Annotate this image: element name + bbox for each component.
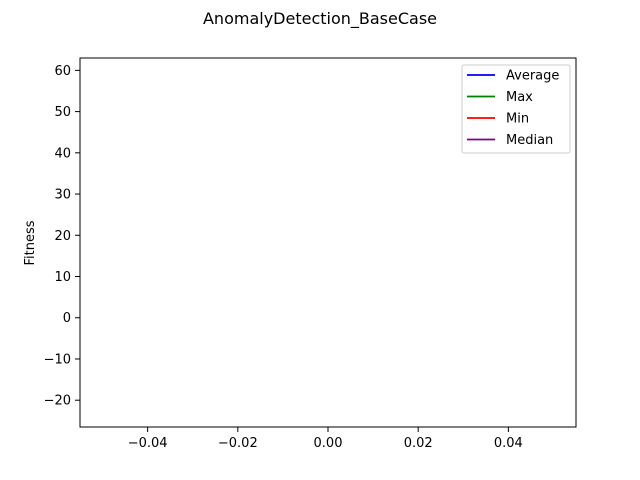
- legend-label-average: Average: [506, 69, 559, 84]
- y-axis-label: Fitness: [23, 220, 38, 265]
- y-tick-label: 20: [54, 229, 71, 244]
- y-tick-label: −20: [44, 394, 71, 409]
- y-tick-label: 30: [54, 188, 71, 203]
- legend: Average Max Min Median: [461, 64, 571, 154]
- chart-title: AnomalyDetection_BaseCase: [203, 9, 437, 29]
- y-tick-label: 60: [54, 64, 71, 79]
- legend-label-max: Max: [506, 90, 533, 105]
- legend-entries: Average Max Min Median: [467, 69, 559, 148]
- x-tick-label: −0.02: [218, 436, 258, 451]
- x-tick-label: −0.04: [128, 436, 168, 451]
- x-tick-label: 0.00: [314, 436, 343, 451]
- y-tick-label: 0: [63, 311, 71, 326]
- x-tick-label: 0.02: [404, 436, 433, 451]
- x-tick-label: 0.04: [494, 436, 523, 451]
- x-axis: −0.04 −0.02 0.00 0.02 0.04: [128, 427, 523, 451]
- legend-label-min: Min: [506, 112, 529, 127]
- y-tick-label: 10: [54, 270, 71, 285]
- y-tick-label: 40: [54, 146, 71, 161]
- y-tick-label: −10: [44, 352, 71, 367]
- y-axis: −20 −10 0 10 20 30 40 50 60: [44, 64, 80, 409]
- legend-label-median: Median: [506, 133, 553, 148]
- y-tick-label: 50: [54, 105, 71, 120]
- legend-box: [461, 64, 571, 154]
